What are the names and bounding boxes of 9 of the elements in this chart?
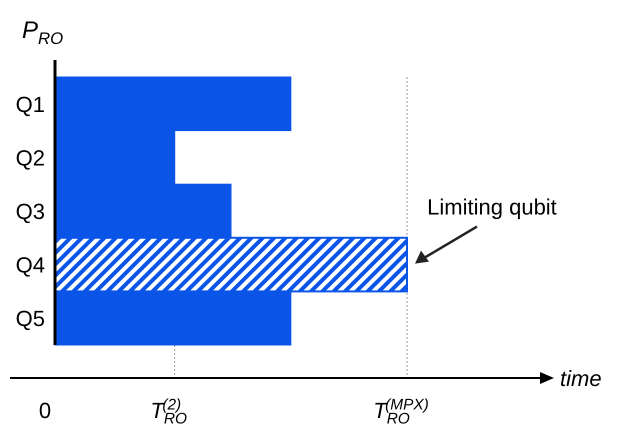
y-tick-label: Q3 (16, 199, 45, 224)
text: time (560, 366, 602, 391)
y-tick-label: Q1 (16, 92, 45, 117)
y-tick-label: Q2 (16, 145, 45, 170)
text: 0 (38, 398, 52, 423)
y-tick-label: Q4 (16, 252, 45, 278)
annotation: Limiting qubit (427, 194, 557, 220)
y-tick-label: Q5 (16, 306, 45, 332)
y-axis-title: P$_{RO}$ (22, 17, 64, 48)
